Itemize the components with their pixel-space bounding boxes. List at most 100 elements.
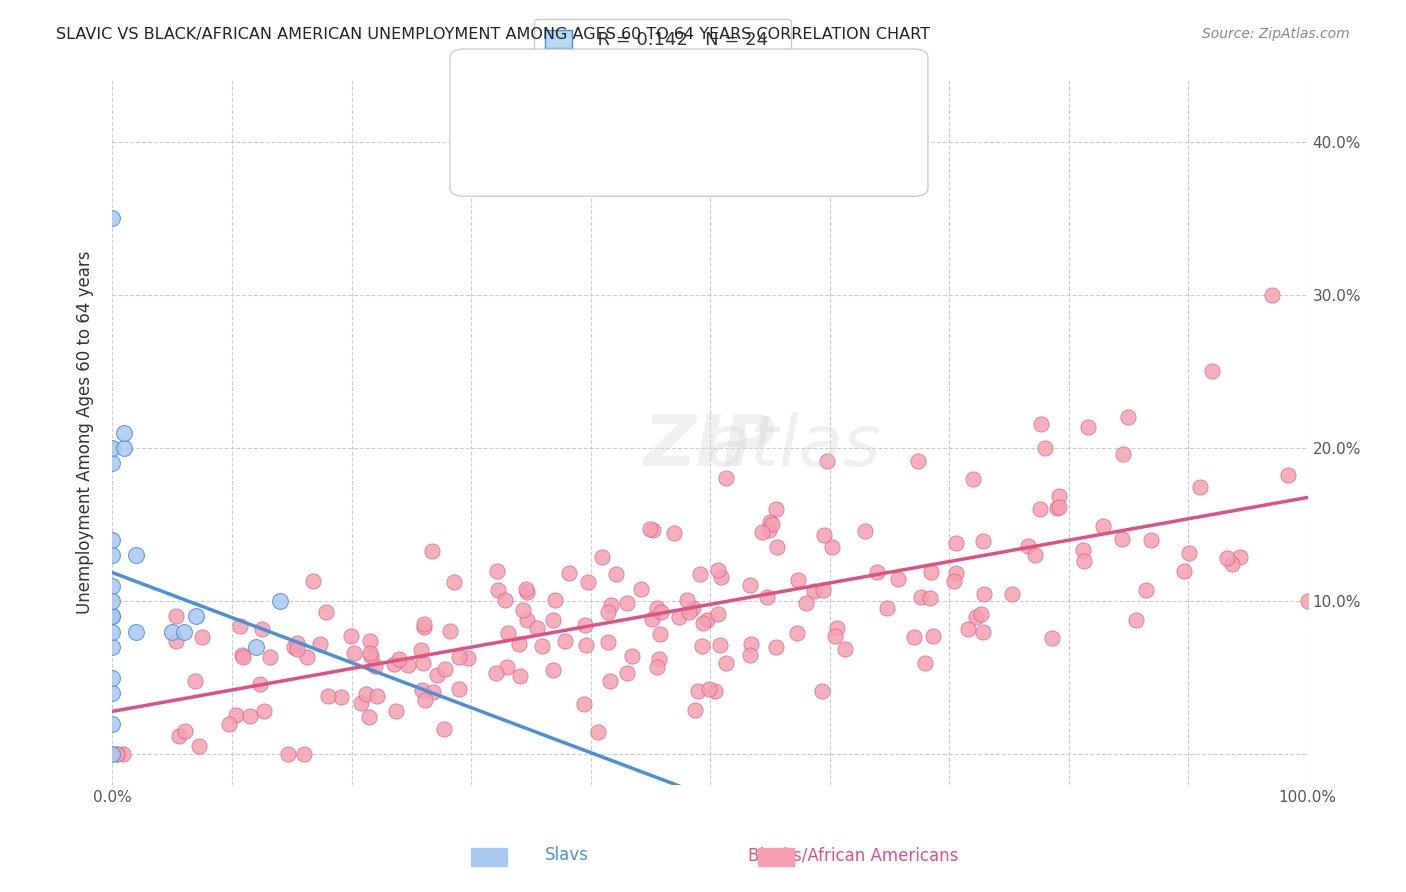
Point: [330, 690, 353, 704]
Point: [388, 652, 411, 666]
Point: [716, 471, 738, 485]
Point: [787, 573, 810, 587]
Point: [616, 666, 638, 681]
Point: [508, 637, 530, 651]
Point: [343, 646, 366, 660]
Point: [876, 601, 898, 615]
Point: [1118, 410, 1140, 425]
Point: [396, 657, 419, 672]
Point: [515, 582, 537, 596]
Point: [316, 689, 339, 703]
Point: [543, 613, 565, 627]
Point: [574, 618, 596, 632]
Point: [412, 656, 434, 670]
Point: [738, 648, 761, 662]
Point: [645, 601, 668, 615]
Point: [232, 649, 254, 664]
Point: [364, 659, 387, 673]
Point: [101, 624, 124, 639]
Point: [1047, 500, 1070, 515]
Point: [706, 607, 728, 621]
Point: [1091, 519, 1114, 533]
Point: [295, 649, 318, 664]
Point: [1125, 613, 1147, 627]
Point: [759, 516, 782, 530]
Point: [101, 533, 124, 547]
Point: [678, 605, 700, 619]
Point: [422, 685, 444, 699]
Point: [709, 638, 731, 652]
Point: [751, 525, 773, 540]
Point: [447, 681, 470, 696]
Bar: [471, 848, 508, 866]
Point: [1017, 539, 1039, 553]
Text: Slavs: Slavs: [544, 847, 589, 864]
Point: [796, 595, 818, 609]
Point: [283, 640, 305, 655]
Point: [965, 610, 987, 624]
Point: [125, 548, 148, 562]
Point: [907, 454, 929, 468]
Point: [359, 710, 381, 724]
Point: [1046, 500, 1069, 515]
Point: [1188, 480, 1211, 494]
Point: [641, 612, 664, 626]
Point: [803, 583, 825, 598]
Point: [315, 605, 337, 619]
Point: [413, 692, 436, 706]
Point: [599, 674, 621, 689]
Point: [366, 689, 388, 703]
Y-axis label: Unemployment Among Ages 60 to 64 years: Unemployment Among Ages 60 to 64 years: [76, 251, 94, 615]
Point: [707, 564, 730, 578]
Point: [621, 649, 644, 664]
Point: [509, 669, 531, 683]
Point: [1178, 546, 1201, 560]
Point: [648, 627, 671, 641]
Point: [697, 682, 720, 697]
Point: [494, 593, 516, 607]
Point: [662, 525, 685, 540]
Point: [413, 619, 436, 633]
Point: [815, 454, 838, 468]
Point: [576, 575, 599, 590]
Point: [1173, 564, 1195, 578]
Point: [218, 716, 240, 731]
Point: [359, 634, 381, 648]
Point: [668, 609, 690, 624]
Point: [957, 622, 980, 636]
Point: [1029, 417, 1052, 432]
Point: [973, 587, 995, 601]
Point: [972, 625, 994, 640]
Point: [821, 541, 844, 555]
Point: [173, 723, 195, 738]
Point: [811, 684, 834, 698]
Point: [1071, 542, 1094, 557]
Point: [1261, 287, 1284, 301]
Point: [903, 631, 925, 645]
Point: [167, 729, 190, 743]
Point: [420, 544, 443, 558]
Text: Source: ZipAtlas.com: Source: ZipAtlas.com: [1202, 27, 1350, 41]
Point: [359, 646, 381, 660]
Point: [434, 662, 457, 676]
Point: [292, 747, 315, 762]
Point: [811, 582, 834, 597]
Point: [285, 636, 308, 650]
Point: [101, 686, 124, 700]
Point: [360, 648, 382, 663]
Point: [758, 523, 780, 537]
Point: [616, 596, 638, 610]
Point: [101, 594, 124, 608]
Point: [186, 609, 208, 624]
Point: [105, 747, 128, 762]
Point: [647, 651, 669, 665]
Point: [598, 605, 620, 619]
Point: [350, 696, 373, 710]
Point: [824, 629, 846, 643]
Point: [309, 637, 332, 651]
Point: [231, 648, 253, 662]
Point: [887, 572, 910, 586]
Point: [101, 441, 124, 455]
Point: [683, 703, 706, 717]
Point: [101, 579, 124, 593]
